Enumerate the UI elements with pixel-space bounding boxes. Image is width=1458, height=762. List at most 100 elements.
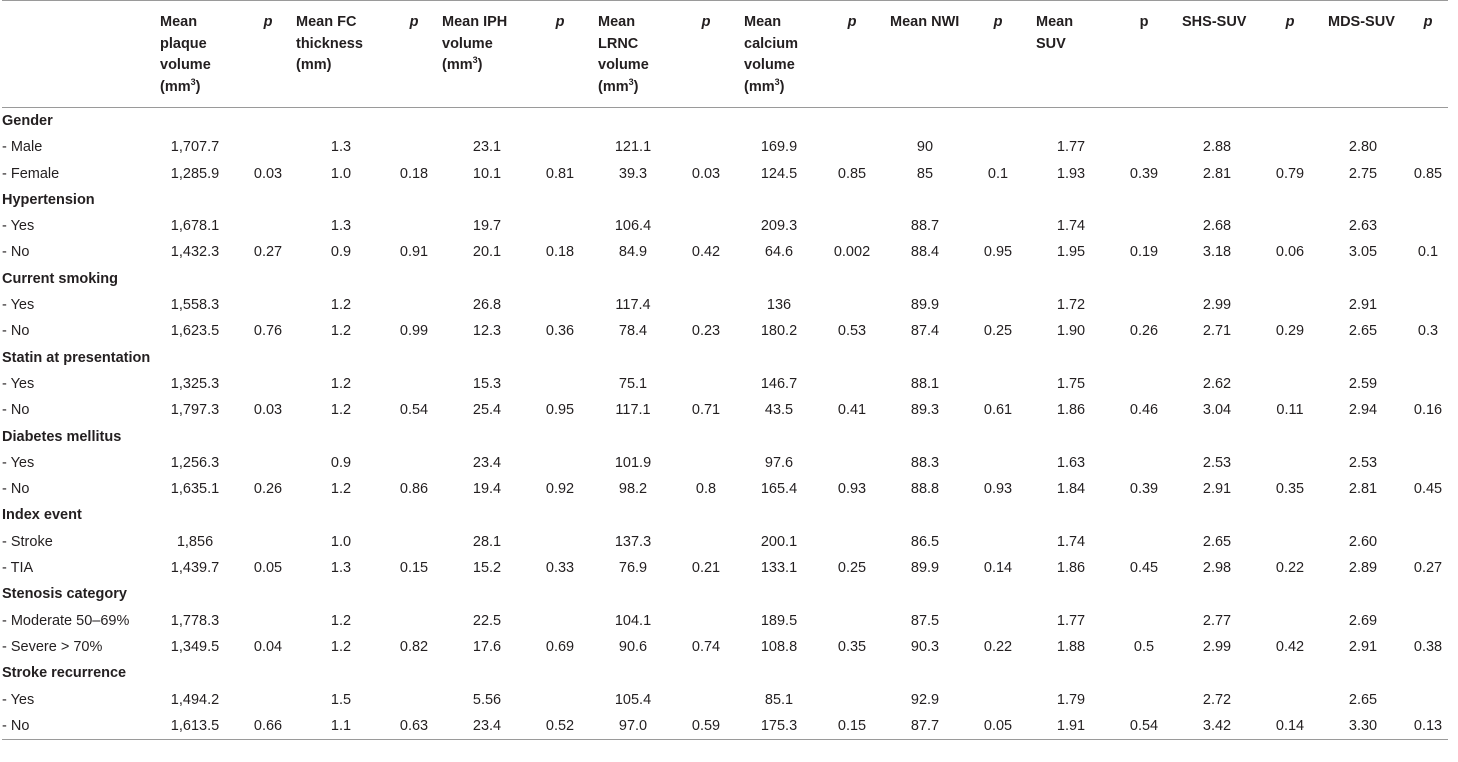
p-value-cell [386,134,442,160]
header-label [2,0,150,108]
value-cell: 1.74 [1056,533,1086,550]
group-label: Current smoking [2,270,119,287]
table-body: Gender - Male 1,707.7 1.3 23.1 121.1 169.9 90 1.… [2,108,1448,741]
p-value-cell [824,450,880,476]
group-label: Hypertension [2,191,95,208]
p-value-cell [1262,213,1318,239]
p-value-cell [532,292,588,318]
value-cell: 104.1 [614,612,652,629]
p-value-cell: 0.27 [253,244,283,261]
p-value-cell [678,371,734,397]
p-value-cell [532,371,588,397]
p-value-cell: 0.06 [1275,244,1305,261]
value-cell: 133.1 [760,560,798,577]
value-cell: 105.4 [614,691,652,708]
row-label: - Moderate 50–69% [2,612,130,629]
row-label: - Yes [2,454,35,471]
value-cell: 3.05 [1348,244,1378,261]
p-value-cell [532,213,588,239]
header-p: p [678,0,734,108]
row-label: - No [2,481,30,498]
header-nwi: Mean NWI [880,0,970,108]
value-cell: 2.94 [1348,402,1378,419]
value-cell: 2.62 [1202,375,1232,392]
p-value-cell: 0.54 [399,402,429,419]
value-cell: 1.90 [1056,323,1086,340]
value-cell: 2.75 [1348,165,1378,182]
p-value-cell: 0.92 [545,481,575,498]
value-cell: 26.8 [472,297,502,314]
p-value-cell: 0.15 [399,560,429,577]
header-calcium-volume: Mean calcium volume (mm3) [734,0,824,108]
value-cell: 1.2 [330,638,352,655]
p-value-cell [824,529,880,555]
value-cell: 2.91 [1348,297,1378,314]
p-value-cell: 0.54 [1116,712,1172,741]
p-value-cell [1116,529,1172,555]
value-cell: 1,707.7 [170,139,220,156]
group-header-row: Statin at presentation [2,345,1448,371]
table-row: - Stroke 1,856 1.0 28.1 137.3 200.1 86.5 1.74 2.… [2,529,1448,555]
value-cell: 85.1 [764,691,794,708]
p-value-cell [824,213,880,239]
p-value-cell [386,213,442,239]
p-value-cell [1408,529,1448,555]
group-label: Stenosis category [2,586,127,603]
p-value-cell [824,134,880,160]
row-label: - No [2,323,30,340]
p-value-cell: 0.81 [545,165,575,182]
header-p: p [240,0,296,108]
value-cell: 5.56 [472,691,502,708]
p-value-cell: 0.93 [983,481,1013,498]
p-value-cell: 0.1 [987,165,1009,182]
p-value-cell: 0.69 [545,638,575,655]
value-cell: 64.6 [764,244,794,261]
value-cell: 2.68 [1202,218,1232,235]
p-value-cell: 0.36 [545,323,575,340]
p-value-cell: 0.42 [691,244,721,261]
value-cell: 189.5 [760,612,798,629]
p-value-cell [970,371,1026,397]
value-cell: 75.1 [618,375,648,392]
value-cell: 90 [916,139,934,156]
header-p: p [970,0,1026,108]
value-cell: 1,285.9 [170,165,220,182]
p-value-cell [532,450,588,476]
value-cell: 84.9 [618,244,648,261]
p-value-cell [678,529,734,555]
p-value-cell: 0.14 [983,560,1013,577]
p-value-cell [386,450,442,476]
value-cell: 2.80 [1348,139,1378,156]
value-cell: 1,256.3 [170,454,220,471]
p-value-cell [532,687,588,713]
value-cell: 1.75 [1056,375,1086,392]
value-cell: 121.1 [614,139,652,156]
p-value-cell [1262,450,1318,476]
results-table: Mean plaque volume (mm3) p Mean FC thick… [2,0,1448,741]
p-value-cell: 0.14 [1262,712,1318,741]
row-label: - Female [2,165,60,182]
p-value-cell [240,450,296,476]
value-cell: 0.9 [330,244,352,261]
value-cell: 10.1 [472,165,502,182]
value-cell: 92.9 [910,691,940,708]
value-cell: 1.1 [296,712,386,741]
p-value-cell: 0.39 [1129,165,1159,182]
value-cell: 1,558.3 [170,297,220,314]
value-cell: 89.9 [910,297,940,314]
value-cell: 2.98 [1202,560,1232,577]
p-value-cell [970,608,1026,634]
row-label: - Yes [2,375,35,392]
value-cell: 137.3 [614,533,652,550]
value-cell: 2.59 [1348,375,1378,392]
value-cell: 2.65 [1348,323,1378,340]
value-cell: 1.79 [1056,691,1086,708]
p-value-cell [1116,213,1172,239]
value-cell: 1.5 [330,691,352,708]
group-header-row: Stroke recurrence [2,660,1448,686]
p-value-cell: 0.11 [1276,402,1304,419]
value-cell: 23.4 [442,712,532,741]
p-value-cell: 0.1 [1417,244,1439,261]
p-value-cell [678,213,734,239]
table-row: - Yes 1,325.3 1.2 15.3 75.1 146.7 88.1 1.75 2.62… [2,371,1448,397]
